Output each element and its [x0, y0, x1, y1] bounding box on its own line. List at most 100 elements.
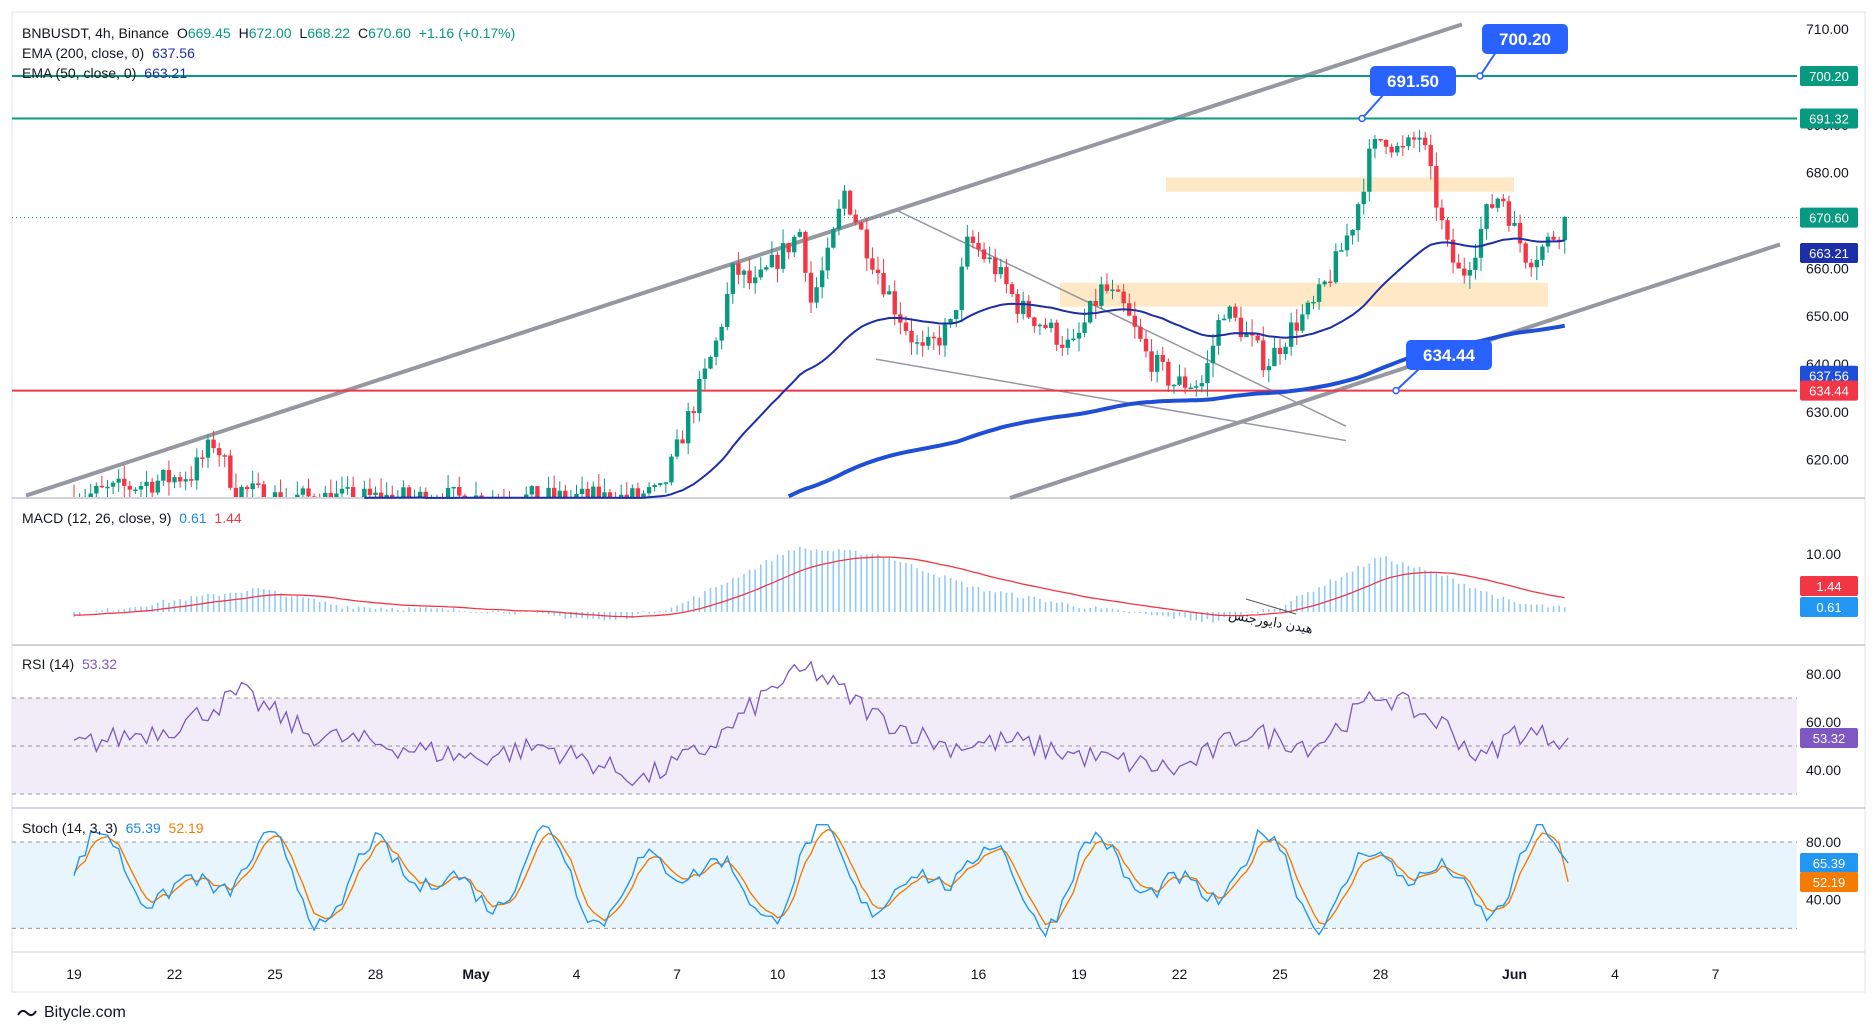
channel-upper-line — [25, 22, 1463, 498]
rsi-tick-label: 60.00 — [1806, 714, 1841, 730]
candle-body — [998, 266, 1004, 275]
candle-body — [886, 291, 892, 295]
y-tick-label: 710.00 — [1806, 21, 1849, 37]
candle-body — [1171, 384, 1177, 387]
candle-body — [970, 236, 976, 243]
candle-body — [116, 478, 121, 483]
candle-body — [1048, 322, 1054, 329]
candle-body — [1194, 386, 1199, 388]
stoch-label: Stoch (14, 3, 3) — [22, 820, 118, 836]
candle-body — [88, 493, 93, 497]
chart-frame — [11, 11, 1866, 993]
candle-body — [529, 486, 535, 495]
price-tag-label: 634.44 — [1809, 384, 1849, 399]
candle-body — [535, 486, 540, 497]
candle-body — [1143, 338, 1149, 352]
candle-body — [1529, 262, 1534, 268]
candle-body — [94, 485, 99, 494]
candle-body — [1227, 306, 1232, 319]
stoch-tag-label: 65.39 — [1813, 856, 1846, 871]
x-tick-label: 28 — [368, 966, 384, 982]
candle-body — [702, 368, 708, 379]
candle-body — [350, 487, 356, 497]
candle-body — [831, 229, 836, 248]
candle-body — [780, 243, 786, 269]
candle-body — [133, 489, 138, 491]
x-tick-label: 13 — [870, 966, 886, 982]
close-value: 670.60 — [368, 25, 411, 41]
ema50-line — [364, 237, 1565, 499]
candle-body — [233, 487, 239, 497]
candle-body — [993, 257, 998, 275]
candle-body — [1512, 222, 1517, 226]
candle-body — [797, 231, 803, 237]
candle-body — [1367, 148, 1372, 192]
high-label: H — [238, 25, 249, 41]
callout-pointer — [1361, 93, 1385, 120]
candle-body — [602, 492, 607, 497]
candle-body — [105, 486, 110, 489]
macd-tag-label: 0.61 — [1816, 600, 1841, 615]
candle-body — [847, 190, 853, 215]
macd-signal-line — [74, 556, 1565, 618]
candle-body — [1450, 239, 1456, 263]
macd-value-2: 1.44 — [214, 510, 242, 526]
y-tick-label: 660.00 — [1806, 260, 1849, 276]
candle-body — [1166, 361, 1171, 386]
candle-body — [981, 249, 987, 260]
candle-body — [741, 270, 747, 275]
macd-value-1: 0.61 — [179, 510, 207, 526]
candle-body — [1110, 289, 1115, 292]
price-tag — [1800, 380, 1858, 401]
candle-body — [1216, 320, 1221, 346]
candle-body — [311, 496, 317, 497]
candle-body — [244, 486, 250, 490]
candle-body — [155, 480, 160, 493]
rsi-tick-label: 80.00 — [1806, 666, 1841, 682]
candle-body — [641, 493, 646, 497]
candle-body — [546, 487, 551, 497]
callout-label: 691.50 — [1387, 72, 1439, 91]
low-value: 668.22 — [307, 25, 351, 41]
price-tag-label: 637.56 — [1809, 369, 1849, 384]
x-tick-label: 22 — [1172, 966, 1188, 982]
candle-body — [814, 287, 819, 303]
candle-body — [451, 486, 456, 489]
candle-body — [591, 486, 596, 497]
candle-body — [211, 439, 216, 449]
ema50-value: 663.21 — [144, 65, 188, 81]
candle-body — [1540, 246, 1545, 260]
wedge-lower-line — [875, 358, 1347, 442]
candle-body — [931, 336, 937, 339]
candle-body — [1517, 222, 1523, 244]
candle-body — [652, 484, 657, 488]
candle-body — [423, 491, 428, 497]
candle-body — [328, 492, 334, 497]
candle-body — [1322, 281, 1327, 285]
candle-body — [1400, 145, 1406, 148]
candle-body — [1210, 345, 1216, 364]
candle-body — [1099, 284, 1104, 306]
candle-body — [479, 495, 484, 497]
candle-body — [138, 486, 144, 490]
ema200-value: 637.56 — [152, 45, 195, 61]
candle-body — [144, 481, 149, 487]
candle-body — [697, 378, 702, 414]
ema200-legend: EMA (200, close, 0) 637.56 — [22, 44, 199, 62]
candle-body — [194, 457, 200, 481]
rsi-line — [73, 660, 1569, 787]
candle-body — [1272, 347, 1277, 367]
candle-body — [875, 269, 881, 274]
candle-body — [127, 485, 133, 490]
candle-body — [1283, 346, 1288, 355]
y-tick-label: 630.00 — [1806, 404, 1849, 420]
candle-body — [149, 481, 155, 493]
candle-body — [1233, 306, 1238, 318]
candle-body — [390, 494, 395, 497]
candle-body — [808, 272, 814, 303]
candle-body — [557, 490, 562, 497]
x-tick-label: 4 — [1611, 966, 1619, 982]
candle-body — [1395, 145, 1400, 153]
candle-body — [965, 236, 970, 267]
candle-body — [1294, 322, 1299, 331]
